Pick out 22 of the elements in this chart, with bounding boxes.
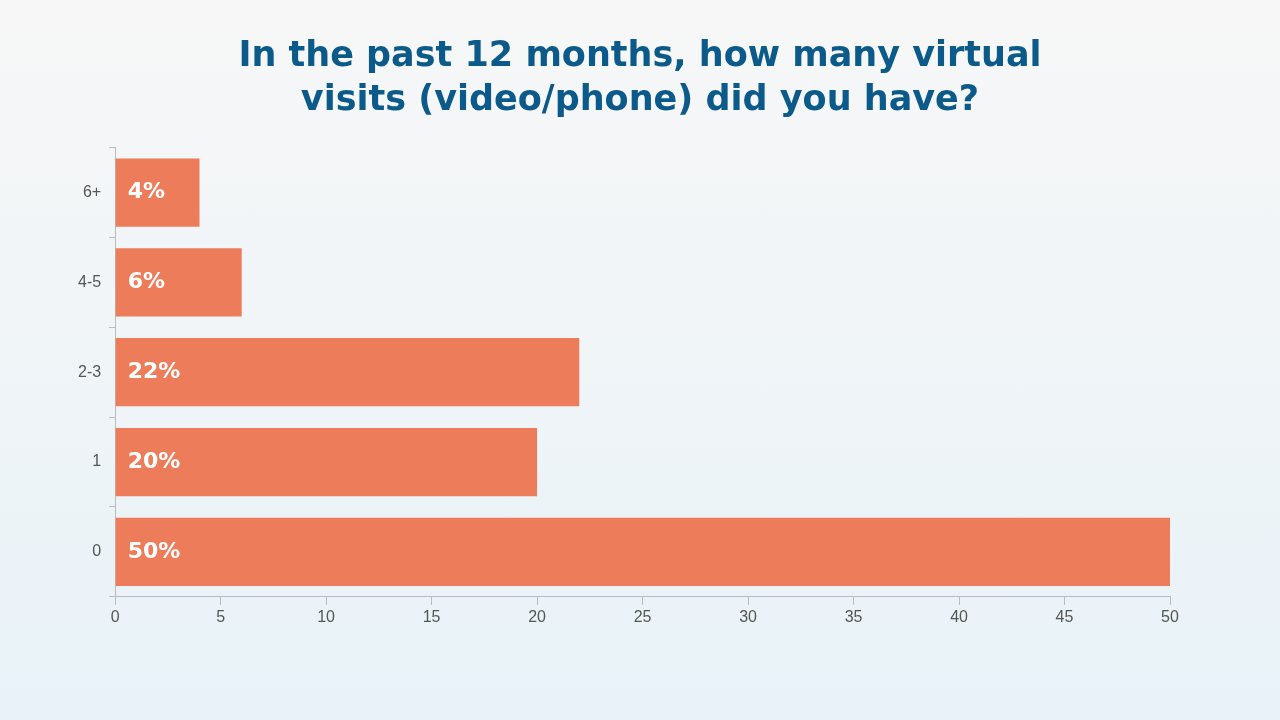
x-tick-label: 15 <box>422 607 441 625</box>
x-tick-label: 20 <box>528 607 547 625</box>
x-tick-label: 5 <box>216 607 226 625</box>
y-tick-label: 4-5 <box>78 272 102 290</box>
y-tick-label: 6+ <box>82 182 102 200</box>
data-label: 50% <box>127 537 181 563</box>
data-label: 20% <box>127 447 181 473</box>
x-tick-label: 10 <box>317 607 336 625</box>
x-tick-label: 50 <box>1161 607 1179 625</box>
data-label: 6% <box>127 268 165 294</box>
x-tick-label: 40 <box>950 607 969 625</box>
data-label: 22% <box>127 357 181 383</box>
y-tick-label: 0 <box>92 542 102 560</box>
y-tick-label: 2-3 <box>78 362 102 380</box>
data-label: 4% <box>127 178 165 204</box>
chart-title: In the past 12 months, how many virtual visits (video/phone) did you have? <box>237 33 1043 120</box>
x-tick-label: 25 <box>633 607 652 625</box>
x-tick-label: 30 <box>739 607 758 625</box>
x-tick-label: 45 <box>1055 607 1074 625</box>
x-tick-label: 0 <box>110 607 120 625</box>
x-tick-label: 35 <box>844 607 863 625</box>
y-tick-label: 1 <box>92 452 102 470</box>
